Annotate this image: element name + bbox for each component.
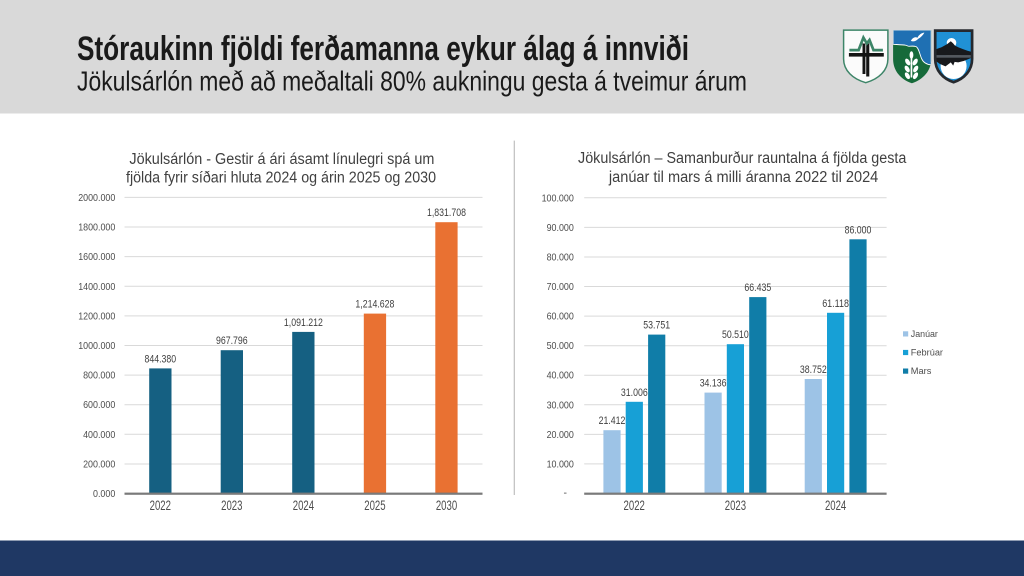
svg-text:70.000: 70.000 [547,282,574,293]
svg-text:2022: 2022 [624,498,645,513]
svg-text:fjölda fyrir síðari hluta 2024: fjölda fyrir síðari hluta 2024 og árin 2… [126,170,436,187]
svg-text:Janúar: Janúar [911,329,938,339]
svg-text:40.000: 40.000 [547,371,574,382]
svg-text:86.000: 86.000 [845,224,872,236]
svg-text:2024: 2024 [293,498,315,513]
svg-text:600.000: 600.000 [83,400,115,411]
svg-text:2000.000: 2000.000 [78,193,115,204]
svg-text:21.412: 21.412 [599,415,626,427]
svg-text:janúar til mars á milli áranna: janúar til mars á milli áranna 2022 til … [608,169,879,186]
svg-text:34.136: 34.136 [700,378,727,390]
svg-text:1,831.708: 1,831.708 [427,207,466,219]
svg-text:1,214.628: 1,214.628 [355,299,394,311]
svg-text:66.435: 66.435 [744,282,771,294]
svg-text:61.118: 61.118 [822,298,849,310]
svg-text:1,091.212: 1,091.212 [284,317,323,329]
svg-text:2023: 2023 [221,498,242,513]
svg-text:Jökulsárlón með að meðaltali 8: Jökulsárlón með að meðaltali 80% aukning… [77,66,747,97]
svg-text:967.796: 967.796 [216,335,248,347]
svg-text:-: - [564,488,567,499]
svg-text:20.000: 20.000 [547,430,574,441]
svg-text:800.000: 800.000 [83,371,115,382]
svg-text:2023: 2023 [725,498,746,513]
svg-text:Stóraukinn fjöldi ferðamanna e: Stóraukinn fjöldi ferðamanna eykur álag … [77,30,689,68]
svg-text:2030: 2030 [436,498,457,513]
svg-text:1000.000: 1000.000 [78,341,115,352]
svg-text:31.006: 31.006 [621,387,648,399]
svg-text:844.380: 844.380 [144,353,176,365]
svg-text:Febrúar: Febrúar [911,348,943,358]
svg-text:50.000: 50.000 [547,341,574,352]
svg-text:60.000: 60.000 [547,312,574,323]
svg-text:200.000: 200.000 [83,459,115,470]
svg-text:90.000: 90.000 [547,223,574,234]
svg-text:400.000: 400.000 [83,430,115,441]
svg-text:2022: 2022 [150,498,171,513]
svg-text:30.000: 30.000 [547,400,574,411]
svg-text:2025: 2025 [364,498,385,513]
svg-text:Jökulsárlón - Gestir á ári ása: Jökulsárlón - Gestir á ári ásamt línuleg… [129,151,434,168]
svg-text:38.752: 38.752 [800,364,827,376]
svg-text:2024: 2024 [825,498,847,513]
svg-text:80.000: 80.000 [547,253,574,264]
svg-text:Mars: Mars [911,366,932,376]
svg-text:53.751: 53.751 [643,320,670,332]
svg-text:1600.000: 1600.000 [78,252,115,263]
svg-text:10.000: 10.000 [547,459,574,470]
svg-text:50.510: 50.510 [722,329,749,341]
svg-text:0.000: 0.000 [93,489,115,500]
svg-text:1200.000: 1200.000 [78,311,115,322]
svg-text:Jökulsárlón – Samanburður raun: Jökulsárlón – Samanburður rauntalna á fj… [578,150,907,167]
svg-text:1800.000: 1800.000 [78,223,115,234]
svg-text:1400.000: 1400.000 [78,282,115,293]
svg-text:100.000: 100.000 [542,193,574,204]
